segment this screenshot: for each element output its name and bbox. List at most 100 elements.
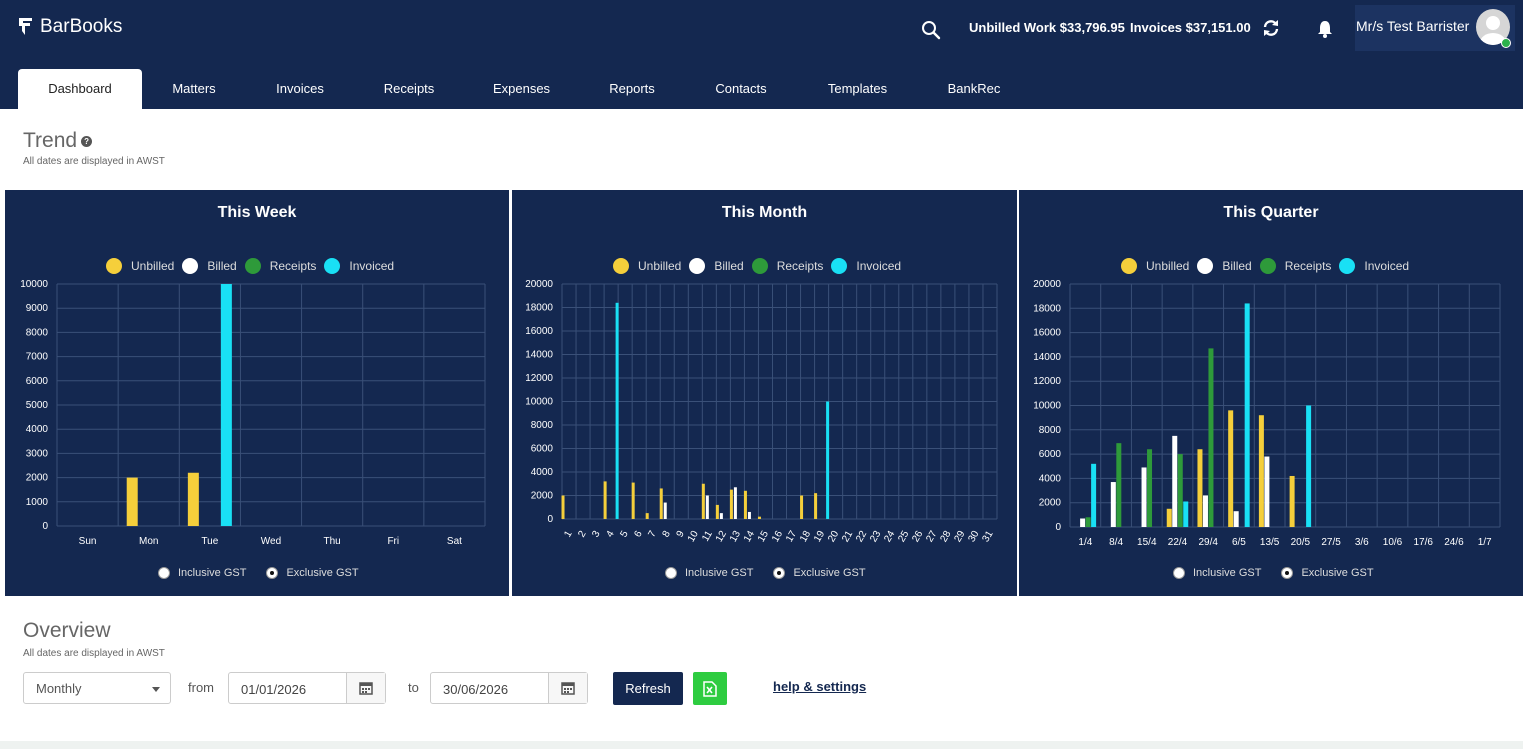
tab-templates[interactable]: Templates — [827, 81, 888, 96]
bar-unbilled[interactable] — [757, 516, 761, 519]
legend-label-receipts[interactable]: Receipts — [269, 259, 317, 273]
bar-unbilled[interactable] — [800, 495, 804, 520]
bar-invoiced[interactable] — [1244, 303, 1250, 527]
bar-billed[interactable] — [1110, 482, 1116, 527]
user-name[interactable]: Mr/s Test Barrister — [1356, 18, 1470, 34]
bar-unbilled[interactable] — [701, 483, 705, 519]
bar-unbilled[interactable] — [715, 504, 719, 519]
bar-unbilled[interactable] — [729, 489, 733, 519]
inclusive-gst-radio[interactable] — [158, 567, 170, 579]
bar-unbilled[interactable] — [814, 493, 818, 519]
tab-expenses[interactable]: Expenses — [492, 81, 551, 96]
bar-unbilled[interactable] — [645, 513, 649, 519]
bar-receipts[interactable] — [1147, 449, 1153, 527]
bar-billed[interactable] — [1202, 495, 1208, 527]
bar-billed[interactable] — [1172, 435, 1178, 527]
x-tick-label: 5 — [618, 529, 631, 540]
bar-unbilled[interactable] — [743, 490, 747, 519]
x-tick-label: 18 — [798, 529, 813, 545]
legend-swatch-invoiced — [831, 258, 848, 274]
inclusive-gst-radio[interactable] — [1173, 567, 1185, 579]
legend-label-unbilled[interactable]: Unbilled — [131, 259, 175, 273]
refresh-button[interactable]: Refresh — [613, 672, 683, 705]
x-tick-label: 27/5 — [1321, 537, 1341, 548]
y-tick-label: 3000 — [26, 448, 49, 459]
calendar-icon[interactable] — [548, 673, 587, 703]
bar-unbilled[interactable] — [561, 495, 565, 520]
legend-label-invoiced[interactable]: Invoiced — [856, 259, 902, 273]
tab-contacts[interactable]: Contacts — [715, 81, 767, 96]
bar-invoiced[interactable] — [1091, 463, 1097, 527]
period-select[interactable]: Monthly — [23, 672, 171, 704]
legend-label-billed[interactable]: Billed — [1222, 259, 1252, 273]
export-excel-button[interactable] — [693, 672, 727, 705]
exclusive-gst-radio[interactable] — [773, 567, 786, 579]
bar-unbilled[interactable] — [659, 488, 663, 519]
bar-billed[interactable] — [1233, 511, 1239, 527]
tab-invoices[interactable]: Invoices — [276, 81, 324, 96]
legend-label-invoiced[interactable]: Invoiced — [1364, 259, 1410, 273]
legend-label-invoiced[interactable]: Invoiced — [349, 259, 395, 273]
tab-bankrec[interactable]: BankRec — [947, 81, 1001, 96]
bar-unbilled[interactable] — [1289, 475, 1295, 527]
bar-unbilled[interactable] — [1166, 508, 1172, 527]
legend-label-unbilled[interactable]: Unbilled — [1146, 259, 1190, 273]
barbooks-logo-icon — [19, 18, 32, 35]
bar-unbilled[interactable] — [126, 477, 138, 526]
tab-receipts[interactable]: Receipts — [383, 81, 435, 96]
tab-reports[interactable]: Reports — [609, 81, 655, 96]
inclusive-gst-radio[interactable] — [665, 567, 677, 579]
to-date-field[interactable]: 30/06/2026 — [430, 672, 588, 704]
calendar-icon[interactable] — [346, 673, 385, 703]
legend-label-billed[interactable]: Billed — [714, 259, 744, 273]
y-tick-label: 6000 — [1039, 449, 1062, 460]
tab-dashboard[interactable]: Dashboard — [18, 69, 142, 109]
bar-billed[interactable] — [1080, 518, 1086, 527]
bar-receipts[interactable] — [1208, 348, 1214, 527]
bar-receipts[interactable] — [1116, 443, 1122, 527]
search-icon[interactable] — [920, 19, 942, 41]
from-date-value: 01/01/2026 — [241, 682, 307, 697]
brand-logo[interactable]: BarBooks — [18, 16, 122, 38]
bar-billed[interactable] — [719, 513, 723, 519]
legend-label-billed[interactable]: Billed — [207, 259, 237, 273]
tab-matters[interactable]: Matters — [172, 81, 216, 96]
exclusive-gst-radio[interactable] — [266, 567, 279, 579]
bar-invoiced[interactable] — [1183, 501, 1189, 527]
legend-label-receipts[interactable]: Receipts — [1284, 259, 1332, 273]
legend-label-receipts[interactable]: Receipts — [776, 259, 824, 273]
bar-invoiced[interactable] — [826, 401, 830, 520]
bar-invoiced[interactable] — [220, 284, 232, 526]
x-tick-label: 29 — [952, 529, 967, 545]
sync-icon[interactable] — [1261, 18, 1281, 38]
notifications-bell-icon[interactable] — [1316, 19, 1334, 39]
y-tick-label: 10000 — [525, 397, 553, 408]
bar-unbilled[interactable] — [1197, 449, 1203, 527]
invoices-total[interactable]: Invoices $37,151.00 — [1130, 20, 1251, 35]
bar-billed[interactable] — [733, 487, 737, 519]
bar-billed[interactable] — [1264, 456, 1270, 527]
chart-legend: Unbilled Billed Receipts Invoiced — [106, 258, 394, 274]
bar-invoiced[interactable] — [1306, 405, 1312, 528]
from-date-field[interactable]: 01/01/2026 — [228, 672, 386, 704]
bar-billed[interactable] — [747, 511, 751, 519]
bar-unbilled[interactable] — [603, 481, 607, 519]
bar-unbilled[interactable] — [631, 482, 635, 519]
bar-invoiced[interactable] — [615, 302, 619, 519]
legend-label-unbilled[interactable]: Unbilled — [638, 259, 682, 273]
help-icon[interactable]: ? — [81, 135, 93, 147]
bar-receipts[interactable] — [1177, 454, 1183, 527]
bar-receipts[interactable] — [1085, 517, 1091, 527]
y-tick-label: 0 — [1055, 522, 1061, 533]
exclusive-gst-radio[interactable] — [1281, 567, 1294, 579]
unbilled-work-total[interactable]: Unbilled Work $33,796.95 — [969, 20, 1125, 35]
bar-billed[interactable] — [1141, 467, 1147, 527]
bar-billed[interactable] — [705, 495, 709, 520]
bar-unbilled[interactable] — [187, 472, 199, 526]
help-settings-link[interactable]: help & settings — [773, 679, 867, 694]
bar-unbilled[interactable] — [1228, 410, 1234, 527]
from-label: from — [188, 680, 214, 695]
bar-unbilled[interactable] — [1258, 415, 1264, 527]
x-tick-label: 25 — [896, 529, 911, 545]
bar-billed[interactable] — [663, 502, 667, 519]
